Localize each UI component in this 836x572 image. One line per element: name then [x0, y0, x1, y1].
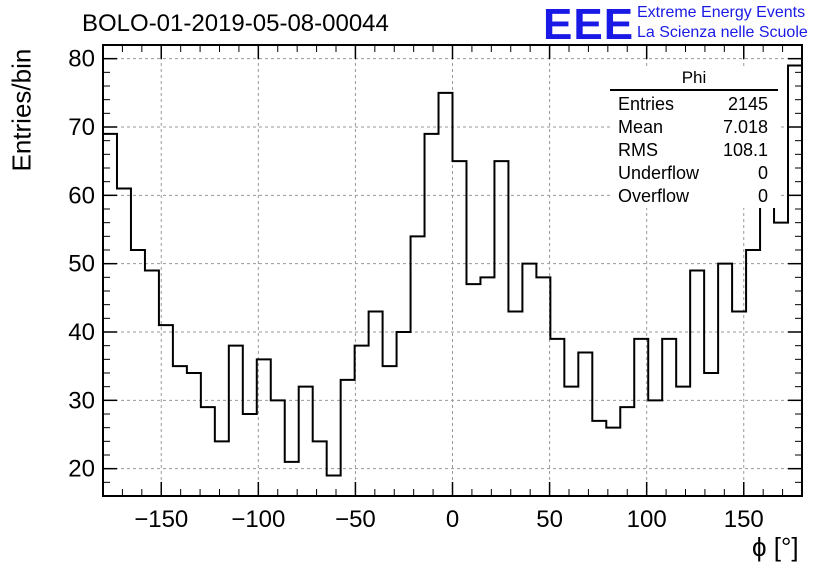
- y-tick-label: 80: [68, 46, 95, 73]
- histogram-bin: [704, 373, 718, 496]
- stats-value: 0: [757, 163, 768, 183]
- histogram-bin: [453, 161, 467, 496]
- histogram-bin: [411, 236, 425, 496]
- x-tick-label: 50: [536, 506, 563, 533]
- y-axis-label: Entries/bin: [6, 48, 37, 172]
- histogram-bin: [676, 387, 690, 496]
- stats-label: RMS: [618, 140, 658, 160]
- stats-value: 7.018: [722, 117, 768, 137]
- stats-value: 108.1: [722, 140, 768, 160]
- stats-divider: [610, 89, 778, 91]
- histogram-bin: [592, 421, 606, 496]
- histogram-bin: [690, 271, 704, 497]
- histogram-bin: [508, 312, 522, 497]
- histogram-bin: [522, 264, 536, 496]
- histogram-bin: [606, 428, 620, 496]
- stats-label: Entries: [618, 94, 675, 114]
- stats-label: Overflow: [618, 186, 690, 206]
- histogram-bin: [243, 414, 257, 496]
- histogram-bin: [746, 250, 760, 496]
- histogram-bin: [299, 387, 313, 496]
- logo-line-2: La Scienza nelle Scuole: [637, 24, 808, 41]
- histogram-bin: [215, 441, 229, 496]
- histogram-bin: [550, 339, 564, 496]
- histogram-bin: [117, 189, 131, 497]
- histogram-bin: [620, 407, 634, 496]
- histogram-bin: [383, 366, 397, 496]
- histogram-bin: [494, 161, 508, 496]
- y-tick-label: 30: [68, 387, 95, 414]
- x-tick-label: −100: [231, 506, 285, 533]
- y-tick-label: 50: [68, 251, 95, 278]
- x-tick-label: 100: [627, 506, 667, 533]
- logo-line-1: Extreme Energy Events: [637, 4, 806, 21]
- histogram-bin: [425, 134, 439, 496]
- stats-value: 0: [757, 186, 768, 206]
- x-axis-label: ϕ [°]: [752, 532, 799, 562]
- histogram-bin: [271, 400, 285, 496]
- histogram-bin: [229, 346, 243, 496]
- histogram-bin: [131, 250, 145, 496]
- histogram-bin: [341, 380, 355, 496]
- histogram-bin: [466, 284, 480, 496]
- histogram-bin: [578, 353, 592, 497]
- histogram-bin: [159, 325, 173, 496]
- histogram-bin: [480, 277, 494, 496]
- y-tick-label: 60: [68, 182, 95, 209]
- x-tick-label: 0: [446, 506, 459, 533]
- histogram-bin: [564, 387, 578, 496]
- stats-value: 2145: [727, 94, 768, 114]
- chart-title: BOLO-01-2019-05-08-00044: [82, 10, 389, 37]
- histogram-bin: [201, 407, 215, 496]
- histogram-bin: [718, 264, 732, 496]
- stats-label: Mean: [618, 117, 664, 137]
- histogram-bin: [257, 359, 271, 496]
- histogram-bin: [397, 332, 411, 496]
- histogram-series: [103, 64, 802, 477]
- histogram-bin: [187, 373, 201, 496]
- histogram-bin: [536, 277, 550, 496]
- histogram-bin: [173, 366, 187, 496]
- x-tick-label: −150: [134, 506, 188, 533]
- histogram-bin: [145, 271, 159, 497]
- histogram-bin: [634, 339, 648, 496]
- histogram-bin: [788, 66, 802, 497]
- x-tick-label: 150: [724, 506, 764, 533]
- y-tick-label: 40: [68, 319, 95, 346]
- y-tick-label: 20: [68, 456, 95, 483]
- y-tick-label: 70: [68, 114, 95, 141]
- stats-label: Underflow: [618, 163, 700, 183]
- histogram-bin: [662, 339, 676, 496]
- histogram-bin: [439, 93, 453, 496]
- stats-box: Phi Entries 2145 Mean 7.018 RMS 108.1 Un…: [610, 68, 778, 208]
- axis-layer: −150 −100 −50 0 50 100 150 20 30 40 50 60 70 80: [68, 44, 803, 533]
- histogram-bin: [355, 346, 369, 496]
- histogram-bin: [327, 476, 341, 497]
- x-tick-label: −50: [335, 506, 376, 533]
- histogram-bin: [648, 400, 662, 496]
- eee-logo: EEE: [543, 0, 635, 49]
- histogram-layer: [103, 64, 802, 497]
- histogram-bin: [285, 462, 299, 496]
- stats-title: Phi: [681, 68, 707, 87]
